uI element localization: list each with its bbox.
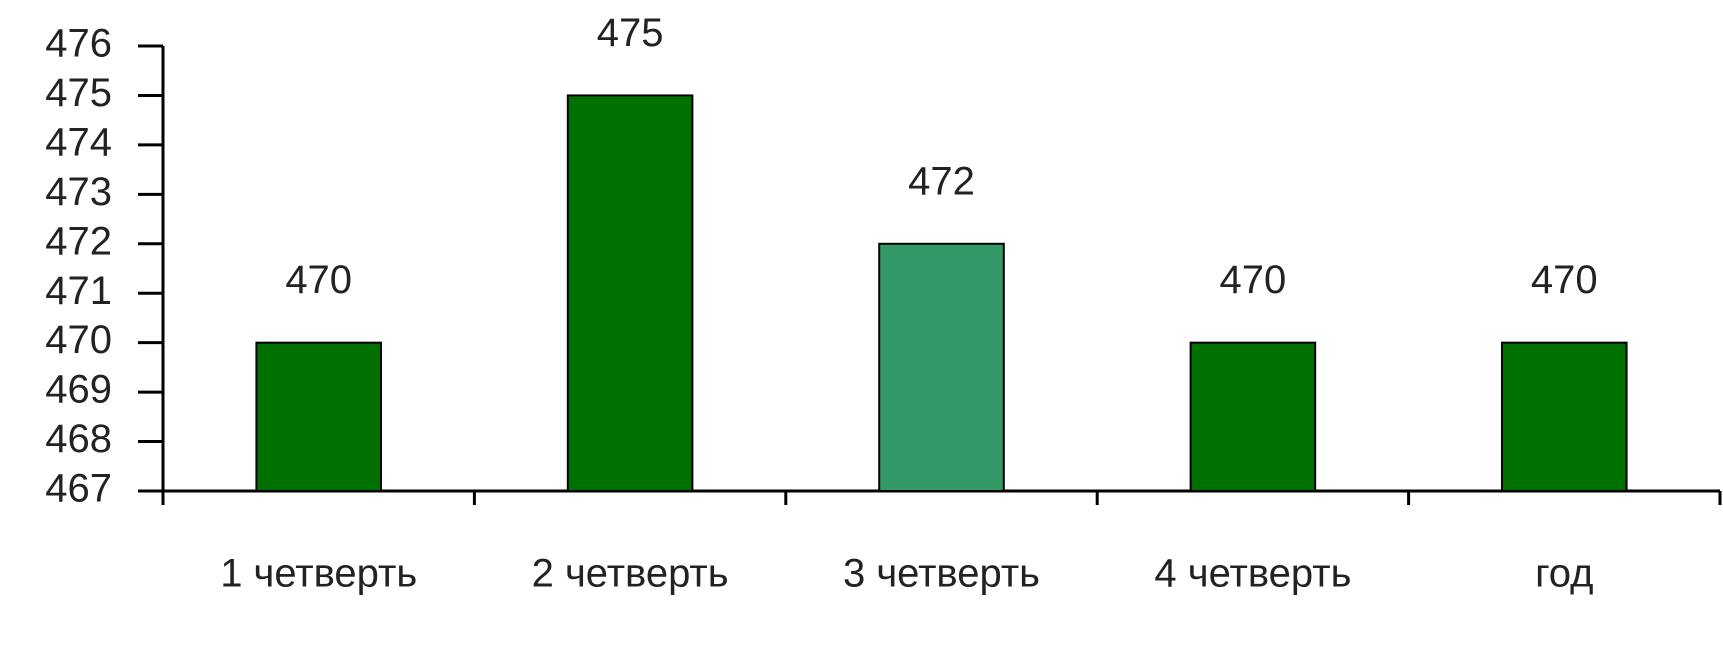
bar [878,242,1005,492]
bar [1189,341,1317,492]
x-tick-label: год [1535,552,1593,596]
y-tick-label: 475 [45,71,112,115]
x-tick-label: 1 четверть [220,552,417,596]
y-tick-label: 471 [45,269,112,313]
x-tick-label: 3 четверть [843,552,1040,596]
y-tick-label: 474 [45,120,112,164]
x-tick-label: 4 четверть [1154,552,1351,596]
value-label: 472 [908,159,975,203]
bar [1501,341,1628,492]
y-tick-label: 473 [45,170,112,214]
value-label: 470 [1531,258,1598,302]
y-tick-label: 469 [45,368,112,412]
bar [566,94,694,492]
x-tick-label: 2 четверть [532,552,729,596]
value-label: 470 [285,258,352,302]
bar [255,341,382,492]
value-label: 475 [597,11,664,55]
y-tick-label: 468 [45,417,112,461]
y-tick-label: 467 [45,467,112,511]
y-tick-label: 476 [45,22,112,66]
y-tick-label: 470 [45,318,112,362]
y-tick-label: 472 [45,219,112,263]
value-label: 470 [1220,258,1287,302]
